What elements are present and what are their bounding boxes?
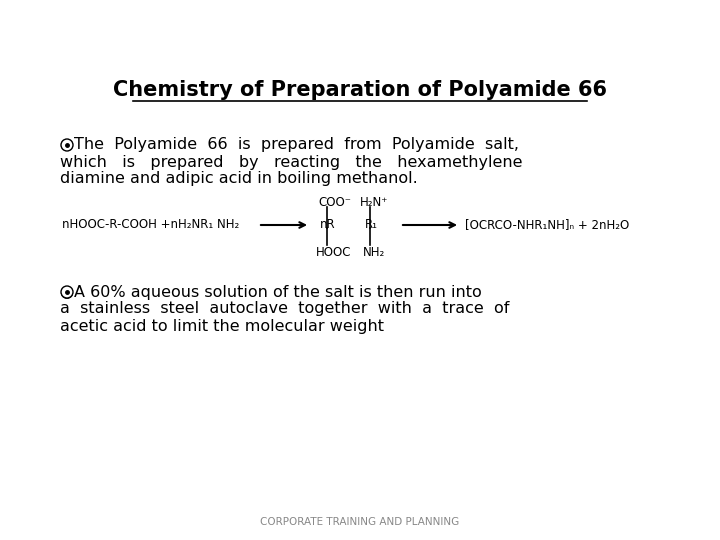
Text: Chemistry of Preparation of Polyamide 66: Chemistry of Preparation of Polyamide 66 bbox=[113, 80, 607, 100]
Circle shape bbox=[61, 286, 73, 298]
Text: nHOOC-R-COOH +nH₂NR₁ NH₂: nHOOC-R-COOH +nH₂NR₁ NH₂ bbox=[62, 219, 239, 232]
Text: R₁: R₁ bbox=[365, 219, 378, 232]
Text: H₂N⁺: H₂N⁺ bbox=[360, 197, 388, 210]
Text: ◉A 60% aqueous solution of the salt is then run into: ◉A 60% aqueous solution of the salt is t… bbox=[60, 285, 482, 300]
Text: acetic acid to limit the molecular weight: acetic acid to limit the molecular weigh… bbox=[60, 319, 384, 334]
Circle shape bbox=[61, 139, 73, 151]
Text: COO⁻: COO⁻ bbox=[318, 197, 351, 210]
Text: CORPORATE TRAINING AND PLANNING: CORPORATE TRAINING AND PLANNING bbox=[261, 517, 459, 527]
Text: ◉The  Polyamide  66  is  prepared  from  Polyamide  salt,: ◉The Polyamide 66 is prepared from Polya… bbox=[60, 138, 519, 152]
Text: NH₂: NH₂ bbox=[363, 246, 385, 259]
Text: nR: nR bbox=[320, 219, 336, 232]
Text: diamine and adipic acid in boiling methanol.: diamine and adipic acid in boiling metha… bbox=[60, 172, 418, 186]
Text: a  stainless  steel  autoclave  together  with  a  trace  of: a stainless steel autoclave together wit… bbox=[60, 301, 509, 316]
Text: which   is   prepared   by   reacting   the   hexamethylene: which is prepared by reacting the hexame… bbox=[60, 154, 523, 170]
Text: HOOC: HOOC bbox=[316, 246, 351, 259]
Text: [OCRCO-NHR₁NH]ₙ + 2nH₂O: [OCRCO-NHR₁NH]ₙ + 2nH₂O bbox=[465, 219, 629, 232]
